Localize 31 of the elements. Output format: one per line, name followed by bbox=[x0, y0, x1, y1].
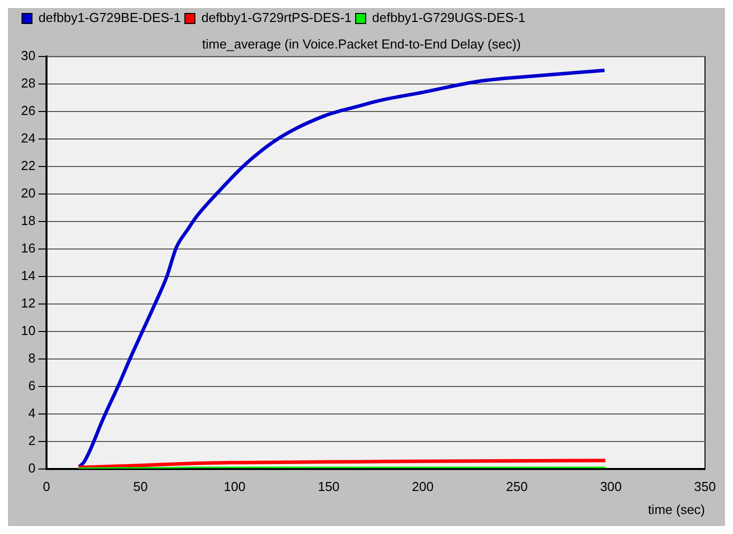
x-tick-label: 50 bbox=[133, 479, 148, 494]
y-tick-label: 22 bbox=[20, 158, 36, 174]
x-tick-label: 250 bbox=[506, 479, 528, 494]
line-series bbox=[77, 68, 606, 468]
y-tick-label: 16 bbox=[20, 240, 36, 256]
y-tick-label: 18 bbox=[20, 213, 36, 228]
chart-title: time_average (in Voice.Packet End-to-End Delay (sec)) bbox=[202, 36, 521, 52]
y-tick-label: 0 bbox=[28, 460, 36, 476]
y-tick-label: 6 bbox=[28, 378, 36, 393]
x-tick-label: 100 bbox=[224, 479, 246, 494]
y-tick-label: 8 bbox=[28, 350, 36, 366]
x-tick-label: 0 bbox=[42, 479, 50, 494]
legend-label: defbby1-G729BE-DES-1 bbox=[38, 10, 181, 26]
y-tick-label: 12 bbox=[20, 296, 36, 310]
y-tick-label: 28 bbox=[20, 76, 36, 91]
x-tick-label: 150 bbox=[318, 479, 340, 494]
y-tick-label: 30 bbox=[20, 48, 36, 64]
x-axis-title: time (sec) bbox=[648, 502, 705, 517]
y-tick-label: 2 bbox=[28, 432, 36, 448]
y-tick-label: 26 bbox=[20, 103, 36, 118]
legend-label: defbby1-G729UGS-DES-1 bbox=[372, 10, 526, 26]
x-tick-label: 200 bbox=[412, 479, 434, 494]
line-series bbox=[76, 458, 608, 469]
y-tick-label: 20 bbox=[20, 186, 36, 201]
x-tick-label: 300 bbox=[600, 479, 622, 494]
y-tick-label: 4 bbox=[28, 405, 36, 420]
legend-label: defbby1-G729rtPS-DES-1 bbox=[201, 10, 352, 26]
y-tick-label: 10 bbox=[20, 322, 36, 338]
x-tick-label: 350 bbox=[694, 479, 716, 494]
y-tick-label: 14 bbox=[20, 268, 36, 284]
y-tick-label: 24 bbox=[20, 130, 36, 146]
